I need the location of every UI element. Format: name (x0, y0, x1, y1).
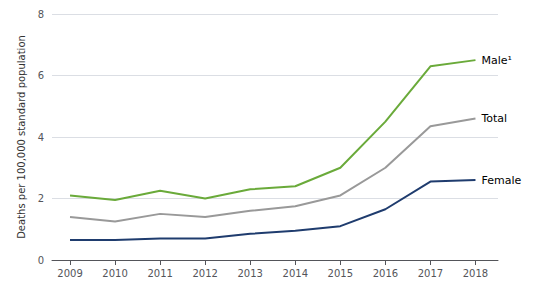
svg-text:0: 0 (38, 255, 44, 266)
svg-text:8: 8 (38, 9, 44, 20)
svg-text:2015: 2015 (328, 268, 353, 279)
svg-text:2009: 2009 (57, 268, 82, 279)
svg-text:2012: 2012 (192, 268, 217, 279)
svg-text:2010: 2010 (102, 268, 127, 279)
svg-text:Male¹: Male¹ (481, 54, 511, 67)
svg-text:2013: 2013 (237, 268, 262, 279)
svg-text:4: 4 (38, 132, 44, 143)
svg-text:2016: 2016 (373, 268, 398, 279)
svg-text:2014: 2014 (283, 268, 308, 279)
svg-text:2011: 2011 (147, 268, 172, 279)
svg-text:2017: 2017 (418, 268, 443, 279)
svg-text:Deaths per 100,000 standard po: Deaths per 100,000 standard population (16, 35, 27, 239)
svg-text:Total: Total (480, 112, 507, 125)
svg-text:2018: 2018 (463, 268, 488, 279)
svg-text:2: 2 (38, 193, 44, 204)
svg-text:6: 6 (38, 70, 44, 81)
svg-text:Female: Female (481, 174, 521, 187)
